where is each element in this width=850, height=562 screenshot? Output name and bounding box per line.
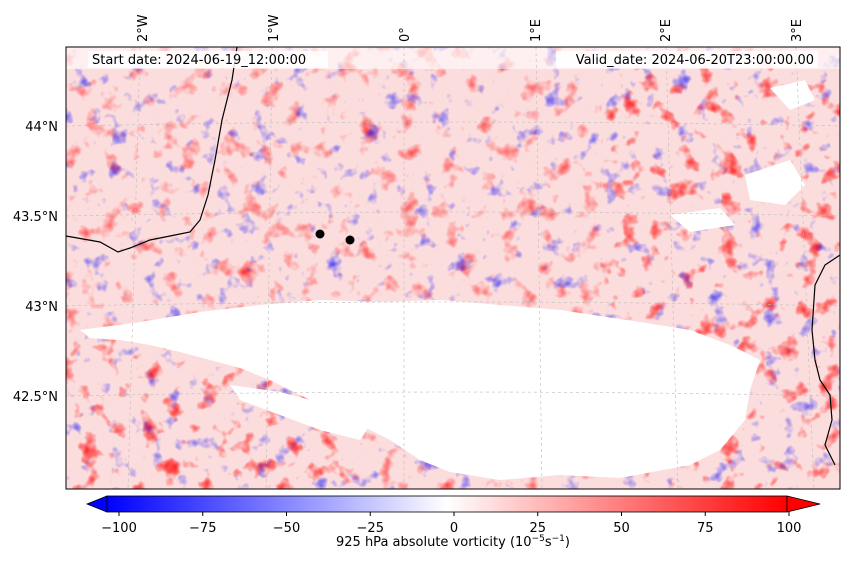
lat-label-42-5: 42.5°N (13, 390, 58, 405)
colorbar: −100 −75 −50 −25 0 25 50 75 100 925 hPa absolute… (85, 495, 821, 550)
colorbar-tick-label: 0 (450, 521, 458, 536)
lat-label-44: 44°N (25, 120, 58, 135)
colorbar-tick-label: −75 (189, 521, 216, 536)
map-frame (65, 46, 841, 490)
gridlines (65, 46, 841, 490)
start-date-label: Start date: 2024-06-19_12:00:00 (92, 53, 306, 68)
colorbar-tick-label: 100 (777, 521, 802, 536)
colorbar-tick-label: −100 (101, 521, 137, 536)
lon-label-1e: 1°E (529, 19, 544, 42)
latitude-labels: 44°N 43.5°N 43°N 42.5°N (13, 120, 58, 405)
lon-label-2e: 2°E (659, 19, 674, 42)
coastlines (65, 46, 841, 466)
lon-label-2w: 2°W (136, 14, 151, 42)
station-marker-1[interactable] (315, 229, 325, 239)
station-marker-2[interactable] (345, 235, 355, 245)
vorticity-field (66, 47, 840, 489)
colorbar-tick-label: 75 (697, 521, 714, 536)
lon-label-0: 0° (398, 27, 413, 42)
colorbar-extend-left (85, 495, 108, 513)
lon-label-1w: 1°W (267, 14, 282, 42)
colorbar-tick-label: 25 (529, 521, 546, 536)
lat-label-43: 43°N (25, 300, 58, 315)
colorbar-tick-label: −25 (357, 521, 384, 536)
valid-date-label: Valid_date: 2024-06-20T23:00:00.00 (576, 53, 814, 68)
colorbar-tick-label: −50 (273, 521, 300, 536)
longitude-labels: 2°W 1°W 0° 1°E 2°E 3°E (136, 14, 805, 42)
colorbar-gradient (106, 495, 788, 513)
lon-label-3e: 3°E (790, 19, 805, 42)
colorbar-extend-right (786, 495, 821, 513)
lat-label-43-5: 43.5°N (13, 210, 58, 225)
colorbar-tick-label: 50 (613, 521, 630, 536)
masked-terrain-area (80, 300, 760, 480)
colorbar-label: 925 hPa absolute vorticity (10−5s−1) (336, 534, 570, 550)
